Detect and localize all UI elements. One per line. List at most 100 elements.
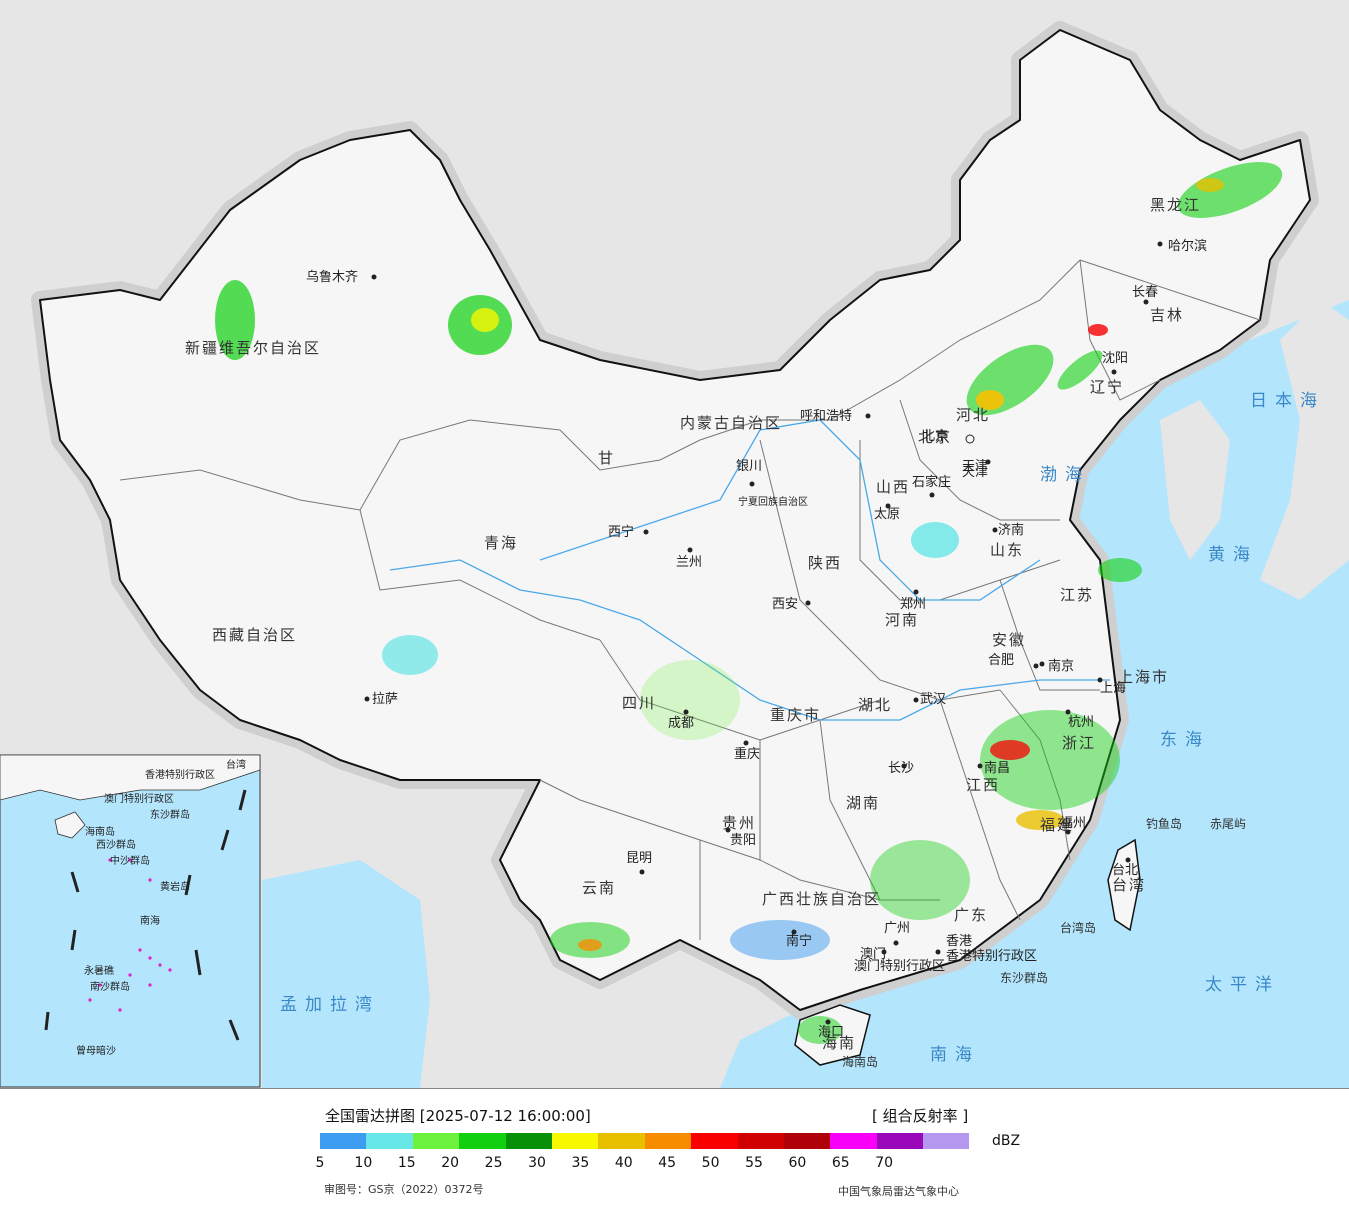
color-scale-tick: 65	[831, 1155, 850, 1171]
china-mainland	[39, 29, 1311, 1011]
color-scale-swatch	[412, 1133, 460, 1149]
color-scale-swatch	[783, 1133, 831, 1149]
inset-label: 黄岩岛	[160, 880, 190, 893]
city-label: 重庆	[734, 746, 760, 762]
province-label: 江苏	[1060, 586, 1094, 604]
province-label: 山西	[876, 478, 910, 496]
city-label: 哈尔滨	[1168, 238, 1207, 254]
sea-label: 孟加拉湾	[280, 995, 380, 1015]
map-approval-number: 审图号：GS京（2022）0372号	[324, 1183, 484, 1196]
color-scale-bar	[320, 1133, 970, 1149]
province-label: 陕西	[808, 554, 842, 572]
city-labels: 乌鲁木齐 拉萨 西宁 兰州 银川 呼和浩特 北京 天津 石家庄 太原 济南 郑州…	[306, 238, 1207, 1040]
japan-land	[1260, 300, 1349, 600]
city-label: 太原	[874, 507, 900, 522]
city-label: 西宁	[608, 524, 634, 540]
color-scale-swatch	[551, 1133, 599, 1149]
province-label: 西藏自治区	[212, 626, 297, 644]
radar-map: 新疆维吾尔自治区 西藏自治区 青海 甘 内蒙古自治区 黑龙江 吉林 辽宁 河北 …	[0, 0, 1349, 1088]
color-scale-swatch	[505, 1133, 552, 1149]
inset-label: 香港特别行政区	[145, 768, 215, 781]
color-scale-tick: 50	[701, 1155, 720, 1171]
color-scale-tick: 30	[528, 1155, 546, 1171]
inset-label: 西沙群岛	[96, 838, 136, 851]
province-label: 甘	[598, 449, 615, 467]
city-label: 乌鲁木齐	[306, 269, 358, 285]
city-markers	[364, 241, 1163, 1025]
color-scale-swatch	[737, 1133, 784, 1149]
city-label: 沈阳	[1102, 351, 1128, 366]
legend-product: [ 组合反射率 ]	[872, 1107, 969, 1125]
legend-unit: dBZ	[992, 1133, 1021, 1149]
inset-label: 东沙群岛	[150, 808, 190, 821]
color-scale-tick: 40	[614, 1155, 633, 1171]
province-label: 福建	[1040, 816, 1074, 834]
south-china-sea-inset: 香港特别行政区 澳门特别行政区 东沙群岛 海南岛 西沙群岛 中沙群岛 黄岩岛 南…	[0, 754, 261, 1088]
province-label: 湖南	[846, 794, 880, 812]
sea-label: 东海	[1160, 730, 1210, 750]
color-scale-tick: 5	[315, 1155, 325, 1171]
city-label: 石家庄	[912, 474, 951, 490]
province-boundaries	[119, 259, 1261, 940]
province-label: 吉林	[1150, 306, 1184, 324]
color-scale-swatch	[320, 1133, 367, 1149]
color-scale-tick: 15	[397, 1155, 416, 1171]
province-label: 台湾	[1112, 876, 1146, 894]
province-label: 四川	[622, 694, 656, 712]
sea-labels: 日本海 渤海 黄海 东海 太平洋 南海 孟加拉湾	[280, 391, 1325, 1065]
inset-label: 海南岛	[85, 825, 115, 838]
taiwan-island	[1107, 838, 1141, 932]
province-label: 澳门特别行政区	[854, 958, 945, 974]
legend-title: 全国雷达拼图 [2025-07-12 16:00:00]	[325, 1107, 591, 1125]
city-label: 南京	[1048, 658, 1074, 674]
color-scale-tick: 20	[441, 1155, 460, 1171]
province-label: 黑龙江	[1150, 196, 1201, 214]
city-label: 昆明	[626, 851, 652, 866]
credit-text: 中国气象局雷达气象中心	[838, 1185, 959, 1198]
city-label: 成都	[668, 716, 694, 731]
city-label: 兰州	[676, 555, 702, 570]
inset-label: 永暑礁	[84, 964, 114, 977]
radar-echoes	[215, 162, 1283, 1044]
city-label: 郑州	[900, 597, 926, 612]
city-label: 天津	[962, 465, 988, 480]
color-scale-swatch	[830, 1133, 877, 1149]
province-label: 云南	[582, 879, 616, 897]
city-label: 长沙	[888, 761, 914, 776]
color-scale-tick: 35	[571, 1155, 590, 1171]
island-label: 赤尾屿	[1210, 817, 1246, 831]
island-label: 海南岛	[842, 1054, 878, 1069]
province-label: 河南	[885, 611, 919, 629]
sea-label: 太平洋	[1205, 975, 1280, 995]
legend-panel: 全国雷达拼图 [2025-07-12 16:00:00] [ 组合反射率 ] d…	[0, 1088, 1349, 1209]
color-scale-tick: 10	[354, 1155, 373, 1171]
island-label: 台湾岛	[1060, 920, 1096, 935]
province-label: 江西	[966, 776, 1000, 794]
province-label: 广东	[954, 906, 988, 924]
city-label: 贵阳	[730, 833, 756, 848]
color-scale-tick: 55	[745, 1155, 763, 1171]
city-label: 南昌	[984, 760, 1010, 776]
island-label: 东沙群岛	[1000, 970, 1048, 985]
city-label: 银川	[736, 459, 762, 474]
city-label: 杭州	[1068, 715, 1094, 730]
province-labels: 新疆维吾尔自治区 西藏自治区 青海 甘 内蒙古自治区 黑龙江 吉林 辽宁 河北 …	[185, 196, 1201, 1052]
city-label: 呼和浩特	[800, 409, 852, 424]
city-label: 上海	[1100, 681, 1126, 696]
korea-land	[1160, 400, 1230, 560]
province-label: 安徽	[992, 631, 1026, 649]
city-label: 拉萨	[372, 692, 398, 707]
province-label: 香港特别行政区	[946, 949, 1037, 964]
province-label: 湖北	[858, 696, 892, 714]
province-label: 北京	[918, 428, 952, 446]
color-scale-tick: 25	[484, 1155, 503, 1171]
province-label: 新疆维吾尔自治区	[185, 339, 321, 357]
inset-label: 曾母暗沙	[76, 1044, 116, 1057]
city-label: 北京	[922, 429, 948, 444]
province-label: 河北	[956, 406, 990, 424]
sea-label: 黄海	[1208, 545, 1258, 565]
city-label: 合肥	[988, 653, 1014, 668]
color-scale-tick: 70	[875, 1155, 894, 1171]
province-label: 海南	[822, 1034, 856, 1052]
sea-label: 日本海	[1250, 391, 1325, 411]
